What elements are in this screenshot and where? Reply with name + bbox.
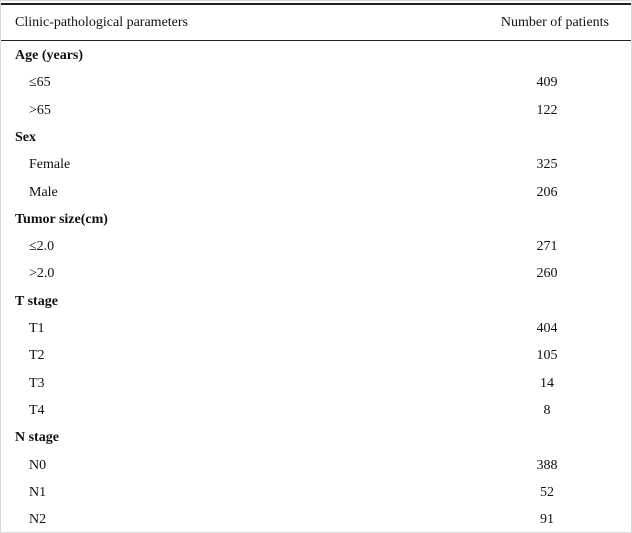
top-rule <box>1 3 631 5</box>
row-value: 271 <box>536 239 558 255</box>
header-cell: Number of patients <box>500 15 609 30</box>
row-value: 409 <box>536 75 558 91</box>
row-label: Female <box>29 157 71 173</box>
row-value: 52 <box>540 484 554 500</box>
row-value: 206 <box>536 184 558 200</box>
row-label: N1 <box>29 484 47 500</box>
row-label: T3 <box>29 375 45 391</box>
row-label: T1 <box>29 321 45 336</box>
group-label: Age (years) <box>15 48 84 63</box>
group-label: N stage <box>15 430 59 446</box>
row-label: N2 <box>29 512 47 528</box>
row-value: 404 <box>536 321 558 336</box>
row-label: N0 <box>29 457 47 473</box>
row-value: 260 <box>536 266 558 282</box>
group-label: T stage <box>15 293 58 309</box>
row-label: T2 <box>29 348 45 364</box>
row-label: >65 <box>29 102 51 118</box>
row-value: 325 <box>536 157 558 173</box>
row-label: ≤65 <box>29 75 51 91</box>
row-label: ≤2.0 <box>29 239 55 255</box>
row-value: 8 <box>543 402 551 418</box>
header-cell: Clinic-pathological parameters <box>15 15 188 30</box>
group-label: Sex <box>15 129 36 145</box>
row-value: 105 <box>536 348 558 364</box>
row-label: >2.0 <box>29 266 55 282</box>
row-label: Male <box>29 184 58 200</box>
row-value: 91 <box>540 512 554 528</box>
header-rule <box>1 40 631 41</box>
group-label: Tumor size(cm) <box>15 211 108 227</box>
row-value: 122 <box>536 102 558 118</box>
row-value: 14 <box>540 375 554 391</box>
row-label: T4 <box>29 402 45 418</box>
row-value: 388 <box>536 457 558 473</box>
